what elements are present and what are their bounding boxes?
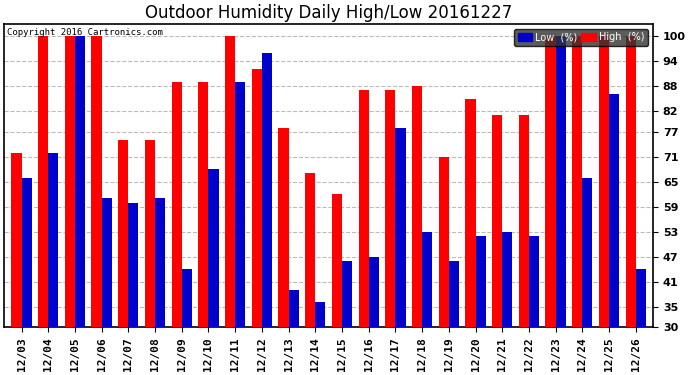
Bar <box>288 290 299 327</box>
Bar <box>279 128 288 327</box>
Bar <box>208 169 219 327</box>
Bar <box>582 178 593 327</box>
Bar <box>198 82 208 327</box>
Bar <box>75 36 85 327</box>
Bar <box>546 36 555 327</box>
Bar <box>475 236 486 327</box>
Bar <box>626 36 635 327</box>
Bar <box>172 82 181 327</box>
Bar <box>128 202 139 327</box>
Bar <box>368 256 379 327</box>
Bar <box>21 178 32 327</box>
Bar <box>118 140 128 327</box>
Bar <box>502 232 513 327</box>
Bar <box>332 194 342 327</box>
Bar <box>315 302 326 327</box>
Bar <box>385 90 395 327</box>
Bar <box>155 198 165 327</box>
Bar <box>235 82 246 327</box>
Bar <box>555 36 566 327</box>
Bar <box>519 115 529 327</box>
Bar <box>92 36 101 327</box>
Bar <box>342 261 352 327</box>
Bar <box>448 261 459 327</box>
Bar <box>572 36 582 327</box>
Bar <box>635 269 646 327</box>
Bar <box>305 174 315 327</box>
Bar <box>11 153 21 327</box>
Bar <box>439 157 449 327</box>
Bar <box>492 115 502 327</box>
Bar <box>181 269 192 327</box>
Bar <box>225 36 235 327</box>
Bar <box>38 36 48 327</box>
Bar <box>422 232 432 327</box>
Bar <box>599 36 609 327</box>
Bar <box>465 99 475 327</box>
Bar <box>395 128 406 327</box>
Bar <box>359 90 368 327</box>
Title: Outdoor Humidity Daily High/Low 20161227: Outdoor Humidity Daily High/Low 20161227 <box>145 4 512 22</box>
Bar <box>101 198 112 327</box>
Bar <box>145 140 155 327</box>
Bar <box>412 86 422 327</box>
Bar <box>262 53 272 327</box>
Bar <box>252 69 262 327</box>
Bar <box>529 236 539 327</box>
Bar <box>48 153 59 327</box>
Bar <box>65 36 75 327</box>
Text: Copyright 2016 Cartronics.com: Copyright 2016 Cartronics.com <box>8 28 164 37</box>
Bar <box>609 94 619 327</box>
Legend: Low  (%), High  (%): Low (%), High (%) <box>514 28 648 46</box>
